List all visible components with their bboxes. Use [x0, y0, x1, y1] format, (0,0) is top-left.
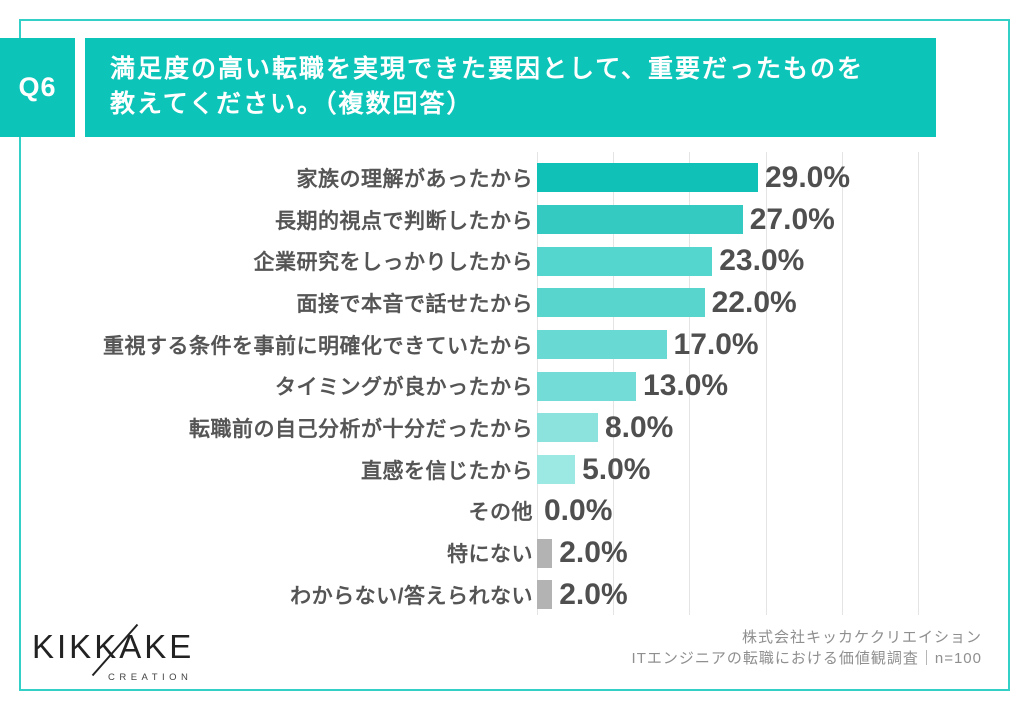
- category-label: 面接で本音で話せたから: [296, 292, 533, 316]
- gridline: [689, 152, 691, 615]
- source-survey: ITエンジニアの転職における価値観調査｜n=100: [631, 650, 982, 667]
- chart-row: 特にない 2.0%: [0, 532, 1024, 574]
- bar: [537, 205, 743, 235]
- chart-row: わからない/答えられない 2.0%: [0, 574, 1024, 616]
- bar: [537, 371, 637, 401]
- value-label: 2.0%: [559, 536, 628, 570]
- question-title-line2: 教えてください。（複数回答）: [110, 90, 474, 118]
- value-label: 8.0%: [604, 410, 674, 444]
- value-label: 17.0%: [673, 327, 759, 361]
- question-badge: Q6: [0, 38, 75, 137]
- question-banner: 満足度の高い転職を実現できた要因として、重要だったものを 教えてください。（複数…: [85, 38, 936, 137]
- value-label: 0.0%: [544, 494, 613, 528]
- chart-row: その他 0.0%: [0, 491, 1024, 533]
- chart-rows: 家族の理解があったから 29.0% 長期的視点で判断したから 27.0% 企業研…: [0, 157, 1024, 616]
- chart-row: 長期的視点で判断したから 27.0%: [0, 199, 1024, 241]
- category-label: 転職前の自己分析が十分だったから: [189, 417, 533, 441]
- chart-row: 重視する条件を事前に明確化できていたから 17.0%: [0, 324, 1024, 366]
- gridline: [841, 152, 843, 615]
- bar: [537, 246, 713, 276]
- source-company: 株式会社キッカケクリエイション: [741, 629, 982, 646]
- bar: [537, 163, 758, 193]
- chart-row: 面接で本音で話せたから 22.0%: [0, 282, 1024, 324]
- bar: [537, 455, 576, 485]
- bar: [537, 288, 705, 318]
- category-label: 特にない: [447, 543, 533, 567]
- bar: [537, 330, 667, 360]
- content-frame-border: [19, 19, 1010, 691]
- logo-wordmark: KIKKAKE: [32, 628, 195, 665]
- gridline: [918, 152, 919, 615]
- category-label: わからない/答えられない: [290, 584, 533, 608]
- value-label: 23.0%: [719, 244, 805, 278]
- chart-row: 転職前の自己分析が十分だったから 8.0%: [0, 407, 1024, 449]
- value-label: 29.0%: [764, 160, 851, 194]
- chart-row: 直感を信じたから 5.0%: [0, 449, 1024, 491]
- question-badge-label: Q6: [18, 72, 57, 102]
- value-label: 27.0%: [749, 202, 835, 236]
- source-attribution: 株式会社キッカケクリエイション ITエンジニアの転職における価値観調査｜n=10…: [632, 627, 982, 669]
- gridline: [765, 152, 767, 615]
- category-label: 長期的視点で判断したから: [275, 209, 533, 233]
- bar: [537, 580, 553, 610]
- category-label: タイミングが良かったから: [275, 376, 533, 400]
- bar: [537, 538, 553, 568]
- chart-row: 企業研究をしっかりしたから 23.0%: [0, 240, 1024, 282]
- category-label: 重視する条件を事前に明確化できていたから: [103, 334, 533, 358]
- bar: [537, 413, 598, 443]
- chart-row: 家族の理解があったから 29.0%: [0, 157, 1024, 199]
- category-label: その他: [468, 501, 533, 525]
- category-label: 直感を信じたから: [361, 459, 533, 483]
- question-title-line1: 満足度の高い転職を実現できた要因として、重要だったものを: [110, 55, 865, 83]
- value-label: 13.0%: [643, 369, 729, 403]
- value-label: 22.0%: [711, 285, 797, 319]
- category-label: 家族の理解があったから: [296, 167, 533, 191]
- value-label: 5.0%: [582, 452, 651, 486]
- chart-row: タイミングが良かったから 13.0%: [0, 365, 1024, 407]
- category-label: 企業研究をしっかりしたから: [253, 251, 533, 275]
- value-label: 2.0%: [559, 577, 628, 611]
- logo-subtext: CREATION: [108, 672, 193, 683]
- kikkake-logo: KIKKAKE CREATION: [30, 623, 230, 688]
